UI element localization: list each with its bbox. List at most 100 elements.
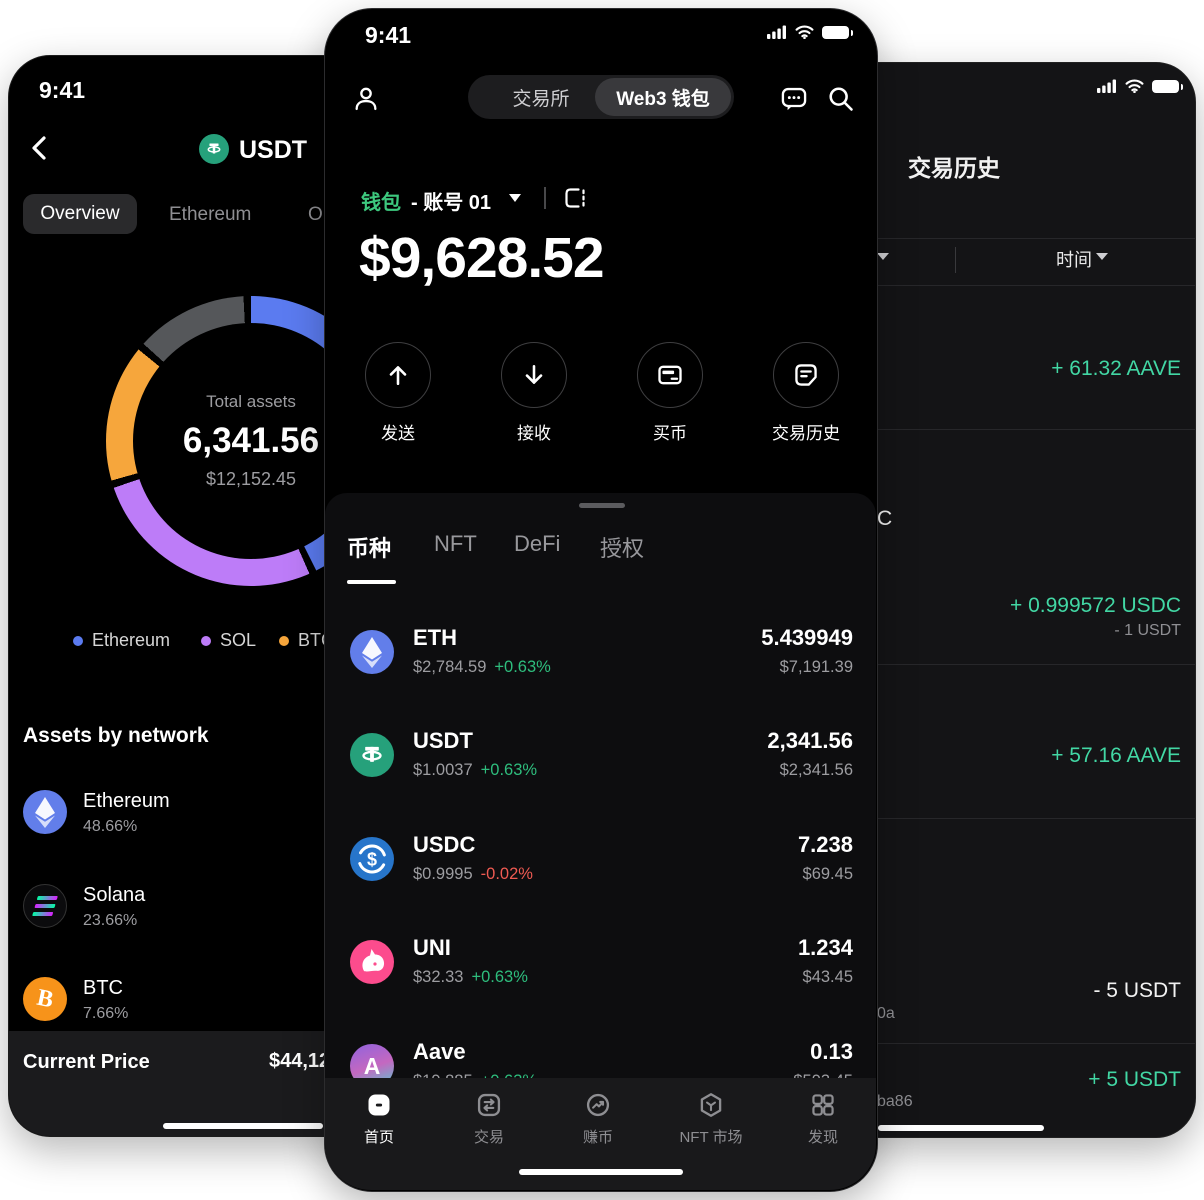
legend-dot-ethereum bbox=[73, 635, 83, 646]
uni-icon bbox=[350, 940, 394, 984]
network-row-btc[interactable]: B BTC 7.66% bbox=[23, 977, 129, 1022]
segment-exchange[interactable]: 交易所 bbox=[512, 88, 570, 110]
nav-label: 发现 bbox=[807, 1129, 838, 1146]
nav-label: 首页 bbox=[363, 1129, 394, 1146]
token-value: $43.45 bbox=[802, 968, 853, 986]
token-change: +0.63% bbox=[494, 658, 551, 676]
token-symbol: USDC bbox=[413, 832, 476, 857]
token-symbol: ETH bbox=[413, 625, 457, 650]
scan-button[interactable] bbox=[563, 186, 587, 210]
nav-trade[interactable]: 交易 bbox=[441, 1091, 537, 1147]
token-row-eth[interactable]: ETH $2,784.59 +0.63% 5.439949 $7,191.39 bbox=[350, 616, 853, 720]
tx-amount[interactable]: - 5 USDT bbox=[1093, 979, 1181, 1002]
chevron-down-icon bbox=[1096, 253, 1108, 260]
divider bbox=[713, 238, 1195, 239]
token-row-usdt[interactable]: USDT $1.0037 +0.63% 2,341.56 $2,341.56 bbox=[350, 719, 853, 823]
sort-time-button[interactable]: 时间 bbox=[1056, 250, 1092, 270]
drag-handle[interactable] bbox=[579, 503, 625, 508]
buy-crypto-button[interactable]: 买币 bbox=[615, 342, 725, 444]
token-price-line: $32.33 +0.63% bbox=[413, 968, 528, 986]
tab-ethereum[interactable]: Ethereum bbox=[169, 204, 252, 225]
arrow-up-icon bbox=[365, 342, 431, 408]
trade-icon bbox=[477, 1093, 501, 1117]
card-icon bbox=[637, 342, 703, 408]
token-row-uni[interactable]: UNI $32.33 +0.63% 1.234 $43.45 bbox=[350, 926, 853, 1030]
receive-button[interactable]: 接收 bbox=[479, 342, 589, 444]
ethereum-icon bbox=[23, 790, 67, 834]
tab-approvals[interactable]: 授权 bbox=[600, 536, 645, 561]
account-selector[interactable]: - 账号 01 bbox=[411, 192, 492, 214]
network-name: Solana bbox=[83, 884, 146, 906]
divider bbox=[544, 187, 546, 209]
nav-label: 交易 bbox=[473, 1129, 504, 1146]
divider bbox=[713, 1043, 1195, 1044]
profile-button[interactable] bbox=[352, 85, 380, 113]
token-change: -0.02% bbox=[480, 865, 533, 883]
tab-overview[interactable]: Overview bbox=[23, 194, 137, 234]
network-percent: 7.66% bbox=[83, 1005, 129, 1022]
token-symbol: USDT bbox=[413, 728, 473, 753]
tab-third-partial[interactable]: O bbox=[308, 204, 323, 225]
network-percent: 48.66% bbox=[83, 818, 138, 835]
legend-label: Ethereum bbox=[92, 630, 171, 650]
active-tab-underline bbox=[347, 580, 396, 584]
search-button[interactable] bbox=[827, 85, 855, 113]
chevron-left-icon bbox=[32, 136, 46, 160]
token-price-line: $2,784.59 +0.63% bbox=[413, 658, 551, 676]
network-row-ethereum[interactable]: Ethereum 48.66% bbox=[23, 790, 170, 835]
tx-address-partial: ba86 bbox=[877, 1093, 913, 1110]
signal-icon bbox=[767, 25, 786, 39]
divider bbox=[713, 818, 1195, 819]
action-label: 买币 bbox=[653, 424, 687, 443]
token-amount: 1.234 bbox=[797, 935, 853, 960]
total-balance: $9,628.52 bbox=[359, 226, 605, 290]
home-indicator[interactable] bbox=[519, 1169, 683, 1175]
back-button[interactable] bbox=[25, 133, 55, 163]
nav-label: 赚币 bbox=[582, 1129, 613, 1146]
network-row-solana[interactable]: Solana 23.66% bbox=[23, 884, 146, 929]
status-icons bbox=[767, 25, 853, 39]
nav-nft-market[interactable]: NFT 市场 bbox=[663, 1091, 759, 1147]
tether-icon bbox=[199, 134, 229, 164]
nav-home[interactable]: 首页 bbox=[331, 1091, 427, 1147]
token-row-usdc[interactable]: $ USDC $0.9995 -0.02% 7.238 $69.45 bbox=[350, 823, 853, 927]
home-indicator[interactable] bbox=[878, 1125, 1044, 1131]
page-title: USDT bbox=[239, 136, 308, 164]
tx-amount[interactable]: + 5 USDT bbox=[1088, 1068, 1181, 1091]
filter-chevron-partial[interactable] bbox=[877, 253, 889, 260]
tx-sub-amount: - 1 USDT bbox=[1114, 622, 1181, 639]
tab-coins[interactable]: 币种 bbox=[347, 536, 392, 561]
home-indicator[interactable] bbox=[163, 1123, 323, 1129]
token-value: $69.45 bbox=[802, 865, 853, 883]
arrow-down-icon bbox=[501, 342, 567, 408]
send-button[interactable]: 发送 bbox=[343, 342, 453, 444]
tx-partial-text: C bbox=[877, 507, 893, 530]
segment-web3-wallet[interactable]: Web3 钱包 bbox=[595, 78, 731, 116]
token-value: $2,341.56 bbox=[779, 761, 853, 779]
action-label: 接收 bbox=[517, 424, 551, 443]
network-name: Ethereum bbox=[83, 790, 170, 812]
tx-amount[interactable]: + 0.999572 USDC bbox=[1009, 594, 1181, 617]
divider bbox=[713, 285, 1195, 286]
segmented-control: 交易所 Web3 钱包 bbox=[468, 75, 734, 119]
signal-icon bbox=[1097, 79, 1116, 93]
history-title: 交易历史 bbox=[908, 155, 1000, 181]
token-price-line: $1.0037 +0.63% bbox=[413, 761, 538, 779]
divider bbox=[713, 429, 1195, 430]
nft-icon bbox=[700, 1093, 722, 1117]
tx-address-partial: 0a bbox=[877, 1005, 895, 1022]
nav-label: NFT 市场 bbox=[679, 1129, 743, 1146]
tx-amount[interactable]: + 61.32 AAVE bbox=[1051, 357, 1181, 380]
nav-discover[interactable]: 发现 bbox=[775, 1091, 871, 1147]
tab-nft[interactable]: NFT bbox=[434, 531, 477, 556]
chat-button[interactable] bbox=[780, 85, 808, 113]
tab-overview-label: Overview bbox=[40, 203, 120, 224]
history-button[interactable]: 交易历史 bbox=[751, 342, 861, 444]
nav-earn[interactable]: 赚币 bbox=[550, 1091, 646, 1147]
token-amount: 7.238 bbox=[797, 832, 853, 857]
tab-defi[interactable]: DeFi bbox=[514, 531, 561, 556]
token-price-line: $0.9995 -0.02% bbox=[413, 865, 533, 883]
tx-amount[interactable]: + 57.16 AAVE bbox=[1051, 744, 1181, 767]
usdt-icon bbox=[350, 733, 394, 777]
